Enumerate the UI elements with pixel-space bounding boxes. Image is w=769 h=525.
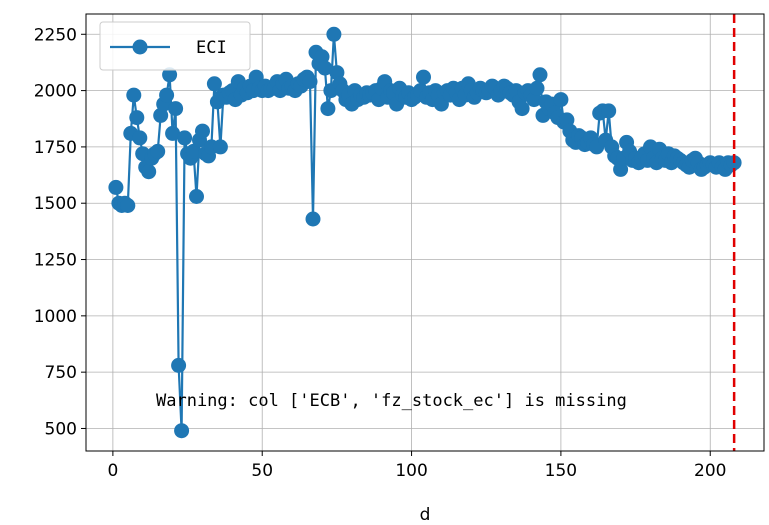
axis-ticks: 0 50 100 150 200 500 750 1000 1250 1500 1750 2000 22…: [34, 25, 727, 481]
data-point: [120, 198, 136, 213]
x-tick-label: 0: [107, 461, 118, 481]
warning-annotation: Warning: col ['ECB', 'fz_stock_ec'] is m…: [156, 391, 627, 411]
y-tick-label: 500: [45, 419, 77, 439]
data-point: [159, 87, 175, 103]
data-point: [150, 143, 166, 159]
plot-area: [108, 14, 742, 451]
data-point: [189, 189, 204, 204]
data-point: [165, 125, 181, 141]
y-tick-label: 750: [45, 363, 77, 383]
data-point: [141, 164, 157, 180]
data-point: [206, 76, 222, 92]
data-point: [129, 110, 145, 126]
x-tick-label: 200: [694, 461, 726, 481]
series-markers: [108, 26, 742, 439]
y-tick-label: 2000: [34, 82, 77, 102]
data-point: [177, 130, 193, 146]
data-point: [108, 179, 124, 195]
data-point: [171, 357, 187, 373]
data-point: [526, 92, 542, 108]
plot-frame: [85, 13, 765, 452]
data-point: [153, 107, 169, 123]
x-tick-label: 150: [545, 461, 577, 481]
data-point: [212, 139, 228, 155]
data-point: [320, 101, 336, 117]
x-axis-label: d: [420, 505, 431, 525]
data-point: [314, 49, 330, 65]
data-point: [302, 74, 318, 90]
data-point: [553, 92, 569, 108]
data-point: [532, 67, 548, 83]
data-point: [186, 143, 201, 159]
data-point: [174, 423, 190, 439]
data-point: [168, 101, 184, 117]
y-tick-label: 1750: [34, 138, 77, 158]
data-point: [326, 26, 342, 42]
data-point: [317, 60, 333, 76]
data-point: [305, 211, 321, 227]
legend: ECI: [99, 21, 251, 71]
legend-marker-eci: [132, 39, 148, 55]
y-tick-label: 1250: [34, 251, 77, 271]
data-point: [132, 130, 148, 146]
y-tick-label: 1000: [34, 307, 77, 327]
x-tick-label: 100: [395, 461, 427, 481]
data-point: [416, 69, 431, 85]
legend-label-eci: ECI: [196, 38, 227, 58]
x-tick-label: 50: [251, 461, 273, 481]
data-point: [529, 80, 545, 96]
y-tick-label: 1500: [34, 194, 77, 214]
y-tick-label: 2250: [34, 25, 77, 45]
data-point: [514, 101, 530, 117]
data-point: [162, 67, 178, 83]
data-point: [126, 87, 142, 103]
data-point: [195, 123, 210, 139]
data-point: [601, 103, 617, 119]
legend-box: [99, 21, 251, 71]
